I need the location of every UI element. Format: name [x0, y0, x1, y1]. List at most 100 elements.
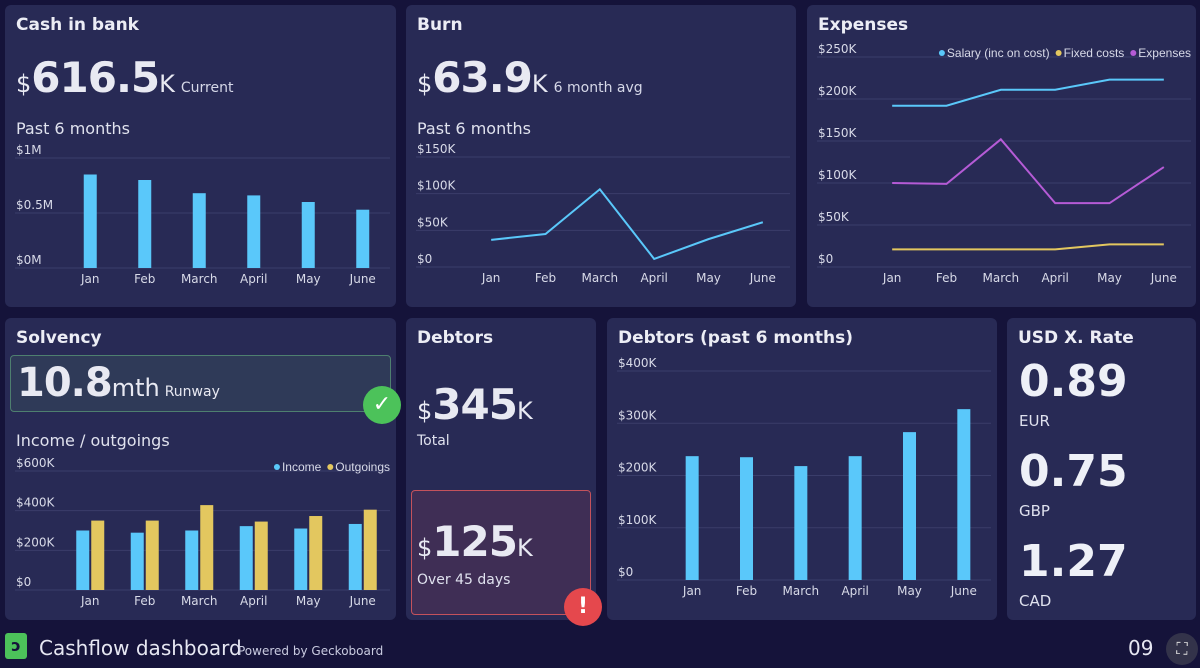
- x-tick-label: Feb: [134, 272, 155, 286]
- cad-label: CAD: [1019, 592, 1052, 610]
- x-tick-label: March: [582, 271, 619, 285]
- unit: K: [516, 534, 533, 562]
- runway-box: 10.8mth Runway: [10, 355, 391, 412]
- x-tick-label: June: [349, 272, 376, 286]
- x-tick-label: Jan: [481, 271, 501, 285]
- y-tick-label: $250K: [818, 42, 858, 56]
- x-tick-label: Feb: [535, 271, 556, 285]
- legend-dot: [1130, 50, 1137, 56]
- legend-label: Outgoings: [335, 460, 390, 474]
- subtitle: Past 6 months: [417, 119, 531, 138]
- y-tick-label: $0: [417, 252, 432, 266]
- x-tick-label: Jan: [80, 594, 100, 608]
- y-tick-label: $200K: [818, 84, 858, 98]
- solvency-panel: Solvency 10.8mth Runway ✓ Income / outgoi…: [5, 318, 401, 620]
- x-tick-label: April: [841, 584, 868, 598]
- x-tick-label: June: [1150, 271, 1177, 285]
- currency: $: [417, 70, 433, 98]
- x-tick-label: June: [950, 584, 977, 598]
- panel-title: Debtors: [417, 328, 494, 348]
- burn-value: $63.9K 6 month avg: [417, 53, 643, 113]
- exclamation-circle-icon: !: [564, 588, 602, 626]
- currency: $: [417, 534, 433, 562]
- powered-by: Powered by Geckoboard: [238, 644, 383, 658]
- panel-title: Debtors (past 6 months): [618, 328, 853, 348]
- bar-debtors: [848, 456, 862, 580]
- income-outgoings-chart: $0 $200K $400K $600K Jan Feb March April May June…: [15, 456, 390, 608]
- bar-cash: [356, 209, 370, 268]
- y-tick-label: $400K: [618, 356, 658, 370]
- footer: ↄ Cashflow dashboard Powered by Geckoboa…: [0, 628, 1200, 668]
- y-tick-label: $0: [16, 575, 31, 589]
- note: Current: [180, 80, 234, 96]
- fullscreen-button[interactable]: ⛶: [1166, 633, 1198, 665]
- x-tick-label: June: [749, 271, 776, 285]
- note: 6 month avg: [553, 80, 643, 96]
- y-tick-label: $0M: [16, 253, 42, 267]
- x-tick-label: March: [181, 594, 218, 608]
- bar-cash: [301, 202, 315, 268]
- bar-outgoings: [91, 520, 105, 590]
- x-tick-label: Feb: [134, 594, 155, 608]
- panel-title: USD X. Rate: [1018, 328, 1134, 348]
- panel-title: Cash in bank: [16, 15, 139, 35]
- x-tick-label: Jan: [80, 272, 100, 286]
- y-tick-label: $600K: [16, 456, 56, 470]
- x-tick-label: April: [1041, 271, 1068, 285]
- value: 63.9: [432, 53, 533, 102]
- gbp-label: GBP: [1019, 502, 1050, 520]
- bar-income: [185, 530, 199, 590]
- cash-chart: $0M $0.5M $1M Jan Feb March April May June: [15, 143, 390, 286]
- x-tick-label: March: [783, 584, 820, 598]
- bar-outgoings: [200, 505, 214, 590]
- runway-value: 10.8: [17, 360, 113, 406]
- bar-outgoings: [309, 516, 323, 590]
- value: 345: [432, 380, 518, 429]
- subtitle: Income / outgoings: [16, 431, 170, 450]
- clock: 09: [1128, 636, 1154, 660]
- bar-cash: [247, 195, 261, 268]
- bar-debtors: [903, 432, 916, 580]
- legend-label: Income: [282, 460, 322, 474]
- y-tick-label: $0: [818, 252, 833, 266]
- total-label: Total: [417, 433, 450, 449]
- bar-outgoings: [145, 520, 159, 590]
- unit: K: [531, 70, 548, 98]
- x-tick-label: Jan: [682, 584, 702, 598]
- x-tick-label: March: [983, 271, 1020, 285]
- debtors-chart: $0 $100K $200K $300K $400K Jan Feb March April Ma…: [617, 356, 991, 598]
- y-tick-label: $200K: [16, 535, 56, 549]
- bar-cash: [192, 193, 206, 268]
- bar-outgoings: [363, 509, 377, 590]
- y-tick-label: $400K: [16, 496, 56, 510]
- x-tick-label: April: [640, 271, 667, 285]
- panel-title: Solvency: [16, 328, 102, 348]
- legend-dot: [938, 50, 945, 56]
- bar-debtors: [740, 457, 753, 580]
- y-tick-label: $150K: [818, 126, 858, 140]
- line-fixed-costs: [892, 243, 1164, 251]
- legend-dot: [1055, 50, 1062, 56]
- burn-panel: Burn $63.9K 6 month avg Past 6 months $0 $…: [406, 5, 796, 307]
- line-burn: [491, 187, 764, 261]
- cash-in-bank-panel: Cash in bank $616.5K Current Past 6 month…: [5, 5, 396, 307]
- x-tick-label: Jan: [882, 271, 902, 285]
- runway-unit: mth: [111, 374, 160, 402]
- x-tick-label: April: [240, 272, 267, 286]
- overdue-value: $125K: [417, 517, 533, 576]
- x-tick-label: Feb: [736, 584, 757, 598]
- bar-income: [348, 523, 362, 590]
- x-tick-label: Feb: [936, 271, 957, 285]
- bar-cash: [138, 180, 152, 268]
- bar-debtors: [685, 456, 699, 580]
- legend-label: Expenses: [1138, 46, 1191, 60]
- y-tick-label: $0.5M: [16, 198, 53, 212]
- bar-income: [239, 526, 253, 590]
- bar-income: [76, 530, 90, 590]
- subtitle: Past 6 months: [16, 119, 130, 138]
- line-salary-inc-on-cost-: [892, 78, 1164, 107]
- panel-title: Expenses: [818, 15, 909, 35]
- check-circle-icon: ✓: [363, 386, 401, 424]
- y-tick-label: $200K: [618, 461, 658, 475]
- cash-value: $616.5K Current: [16, 53, 233, 113]
